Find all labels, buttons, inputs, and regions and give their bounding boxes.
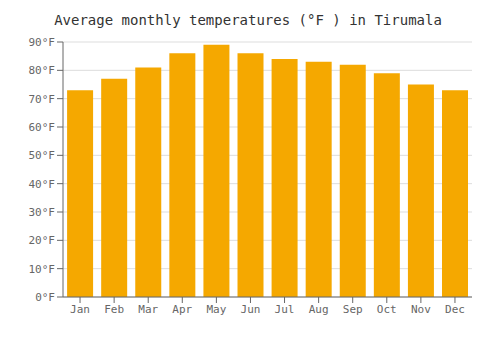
svg-text:Oct: Oct — [377, 303, 397, 316]
svg-text:50°F: 50°F — [29, 149, 56, 162]
html-text:Average monthly temperatures (: Average monthly temperatures (°F ) in Ti… — [54, 12, 442, 28]
svg-text:Jan: Jan — [70, 303, 90, 316]
svg-text:70°F: 70°F — [29, 93, 56, 106]
svg-text:30°F: 30°F — [29, 206, 56, 219]
svg-text:May: May — [206, 303, 226, 316]
svg-text:10°F: 10°F — [29, 263, 56, 276]
svg-text:40°F: 40°F — [29, 178, 56, 191]
svg-text:Jun: Jun — [241, 303, 261, 316]
svg-text:Nov: Nov — [411, 303, 431, 316]
svg-text:20°F: 20°F — [29, 234, 56, 247]
svg-text:0°F: 0°F — [35, 291, 55, 304]
svg-text:Apr: Apr — [172, 303, 192, 316]
svg-text:60°F: 60°F — [29, 121, 56, 134]
svg-text:80°F: 80°F — [29, 64, 56, 77]
svg-text:Sep: Sep — [343, 303, 363, 316]
svg-text:Mar: Mar — [138, 303, 158, 316]
svg-text:90°F: 90°F — [29, 36, 56, 49]
svg-text:Aug: Aug — [309, 303, 329, 316]
svg-text:Feb: Feb — [104, 303, 124, 316]
svg-text:Jul: Jul — [275, 303, 295, 316]
svg-text:Dec: Dec — [445, 303, 465, 316]
